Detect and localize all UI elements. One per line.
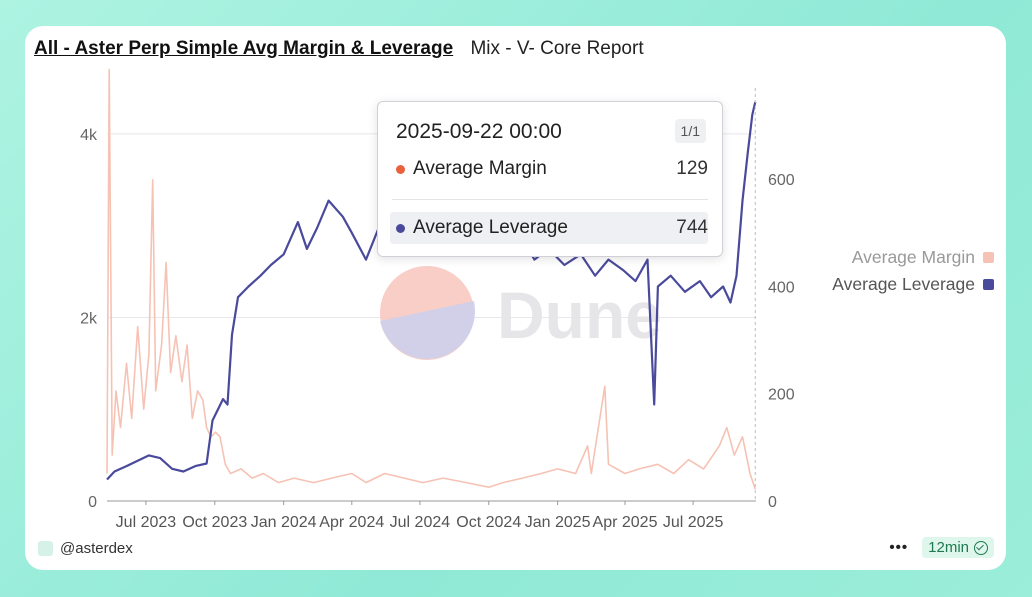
y-left-tick-label: 0 [88,494,97,511]
x-tick-label: Jul 2023 [116,514,177,531]
x-tick-label: Oct 2023 [182,514,247,531]
legend-item-average-margin[interactable]: Average Margin [832,244,994,271]
tooltip-row-average-margin: Average Margin 129 [390,153,708,185]
x-tick-label: Apr 2024 [319,514,384,531]
y-right-tick-label: 400 [768,279,795,296]
tooltip-label: Average Margin [413,158,547,179]
chart-subtitle: Mix - V- Core Report [470,38,644,59]
series-line-average-margin [106,68,757,490]
refresh-status-badge[interactable]: 12min [922,537,994,558]
x-tick-label: Jul 2024 [390,514,451,531]
legend-swatch-average-leverage [983,279,994,290]
tooltip-row-average-leverage: Average Leverage 744 [390,212,708,244]
chart-card: All - Aster Perp Simple Avg Margin & Lev… [25,26,1006,570]
legend-item-average-leverage[interactable]: Average Leverage [832,271,994,298]
tooltip-page-indicator: 1/1 [674,119,706,143]
tooltip-date: 2025-09-22 00:00 [396,120,562,143]
legend-label-average-leverage: Average Leverage [832,274,975,294]
chart-tooltip: 2025-09-22 00:00 1/1 Average Margin 129 … [377,101,723,257]
legend: Average Margin Average Leverage [832,244,994,298]
y-right-tick-label: 600 [768,172,795,189]
tooltip-label: Average Leverage [413,217,568,238]
y-right-tick-label: 200 [768,387,795,404]
author-handle: @asterdex [60,540,133,557]
title-row: All - Aster Perp Simple Avg Margin & Lev… [34,38,644,60]
x-tick-label: Apr 2025 [593,514,658,531]
y-left-tick-label: 2k [80,310,98,327]
x-tick-label: Oct 2024 [456,514,521,531]
x-tick-label: Jul 2025 [663,514,724,531]
tooltip-divider [392,199,708,200]
tooltip-value: 129 [676,158,708,179]
footer-actions: ••• 12min [889,537,994,558]
more-options-icon[interactable]: ••• [889,539,909,556]
tooltip-dot-icon [396,164,405,174]
tooltip-dot-icon [396,223,405,233]
refresh-age: 12min [928,539,969,556]
y-right-tick-label: 0 [768,494,777,511]
tooltip-value: 744 [676,217,708,238]
watermark-text: Dune [497,278,662,352]
legend-swatch-average-margin [983,252,994,263]
watermark-logo-lower-icon [380,301,476,360]
y-left-tick-label: 4k [80,127,98,144]
chart-title-link[interactable]: All - Aster Perp Simple Avg Margin & Lev… [34,38,454,59]
x-tick-label: Jan 2024 [251,514,317,531]
legend-label-average-margin: Average Margin [851,247,975,267]
author-avatar-icon [38,541,53,556]
author-attribution[interactable]: @asterdex [38,540,133,557]
x-tick-label: Jan 2025 [525,514,591,531]
check-circle-icon [974,540,988,555]
